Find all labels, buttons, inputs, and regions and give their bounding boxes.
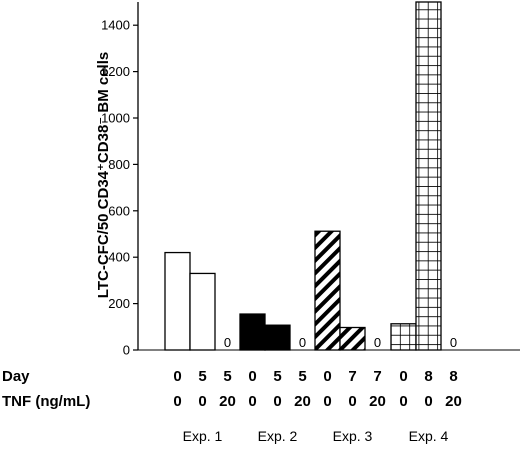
experiment-label: Exp. 3	[333, 428, 373, 444]
tnf-value: 0	[198, 393, 206, 410]
tnf-row-label: TNF (ng/mL)	[2, 393, 90, 410]
bar-3-1	[314, 230, 341, 351]
day-value: 0	[173, 368, 181, 385]
tnf-value: 20	[219, 393, 236, 410]
day-value: 8	[424, 368, 432, 385]
day-value: 5	[223, 368, 231, 385]
y-tick-label: 400	[108, 250, 130, 265]
y-tick-label: 200	[108, 296, 130, 311]
day-value: 7	[373, 368, 381, 385]
day-value: 5	[198, 368, 206, 385]
bar-2-2	[264, 324, 291, 351]
experiment-label: Exp. 1	[183, 428, 223, 444]
day-value: 0	[248, 368, 256, 385]
tnf-value: 0	[348, 393, 356, 410]
y-tick-label: 1200	[101, 64, 130, 79]
experiment-label: Exp. 2	[258, 428, 298, 444]
day-value: 7	[348, 368, 356, 385]
y-tick-label: 1400	[101, 18, 130, 33]
tnf-value: 20	[369, 393, 386, 410]
tnf-value: 20	[294, 393, 311, 410]
zero-value-label: 0	[224, 335, 231, 350]
tnf-value: 0	[399, 393, 407, 410]
bar-4-1	[390, 323, 417, 351]
tnf-value: 0	[173, 393, 181, 410]
tnf-value: 0	[424, 393, 432, 410]
tnf-value: 0	[273, 393, 281, 410]
bar-2-1	[239, 313, 266, 351]
bar-4-2	[415, 1, 442, 351]
day-value: 0	[399, 368, 407, 385]
tnf-value: 0	[323, 393, 331, 410]
day-value: 0	[323, 368, 331, 385]
day-value: 5	[273, 368, 281, 385]
y-tick-label: 0	[123, 343, 130, 358]
tnf-value: 0	[248, 393, 256, 410]
bar-1-1	[164, 251, 191, 351]
y-tick-label: 800	[108, 157, 130, 172]
day-value: 5	[298, 368, 306, 385]
zero-value-label: 0	[450, 335, 457, 350]
y-tick-label: 1000	[101, 111, 130, 126]
bar-3-2	[339, 326, 366, 351]
y-axis-label: LTC-CFC/50 CD34⁺CD38⁻ BM cells	[95, 52, 112, 298]
experiment-label: Exp. 4	[409, 428, 449, 444]
zero-value-label: 0	[374, 335, 381, 350]
day-value: 8	[449, 368, 457, 385]
bar-1-2	[189, 272, 216, 351]
tnf-value: 20	[445, 393, 462, 410]
day-row-label: Day	[2, 368, 30, 385]
zero-value-label: 0	[299, 335, 306, 350]
y-tick-label: 600	[108, 203, 130, 218]
